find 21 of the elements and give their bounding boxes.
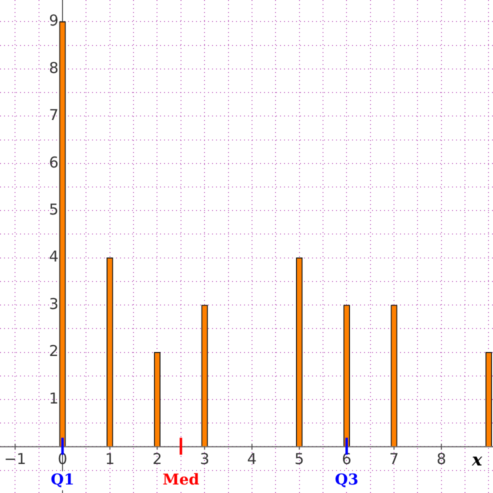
x-tick-label: 5 bbox=[294, 450, 304, 468]
x-tick-label: 7 bbox=[389, 450, 399, 468]
y-tick-label: 2 bbox=[48, 342, 59, 360]
ref-line-label: Q3 bbox=[334, 470, 358, 489]
x-tick-label: 8 bbox=[436, 450, 446, 468]
y-tick-label: 8 bbox=[48, 58, 59, 77]
y-tick-label: 5 bbox=[48, 200, 59, 218]
x-tick-label: 4 bbox=[247, 450, 257, 468]
y-tick-label: 7 bbox=[48, 106, 59, 124]
y-tick-label: 4 bbox=[48, 248, 59, 266]
x-axis-title: x bbox=[470, 450, 483, 471]
y-tick-label: 1 bbox=[48, 389, 59, 408]
y-tick-label: 3 bbox=[48, 294, 59, 313]
x-tick-label: −1 bbox=[4, 450, 26, 468]
x-tick-label: 3 bbox=[200, 450, 210, 468]
x-tick-label: 2 bbox=[152, 450, 162, 468]
x-tick-label: 1 bbox=[105, 450, 115, 468]
ref-line-label: Q1 bbox=[50, 470, 74, 489]
ref-line-label: Med bbox=[162, 470, 200, 489]
y-tick-label: 9 bbox=[48, 12, 59, 30]
y-tick-label: 6 bbox=[48, 153, 59, 172]
